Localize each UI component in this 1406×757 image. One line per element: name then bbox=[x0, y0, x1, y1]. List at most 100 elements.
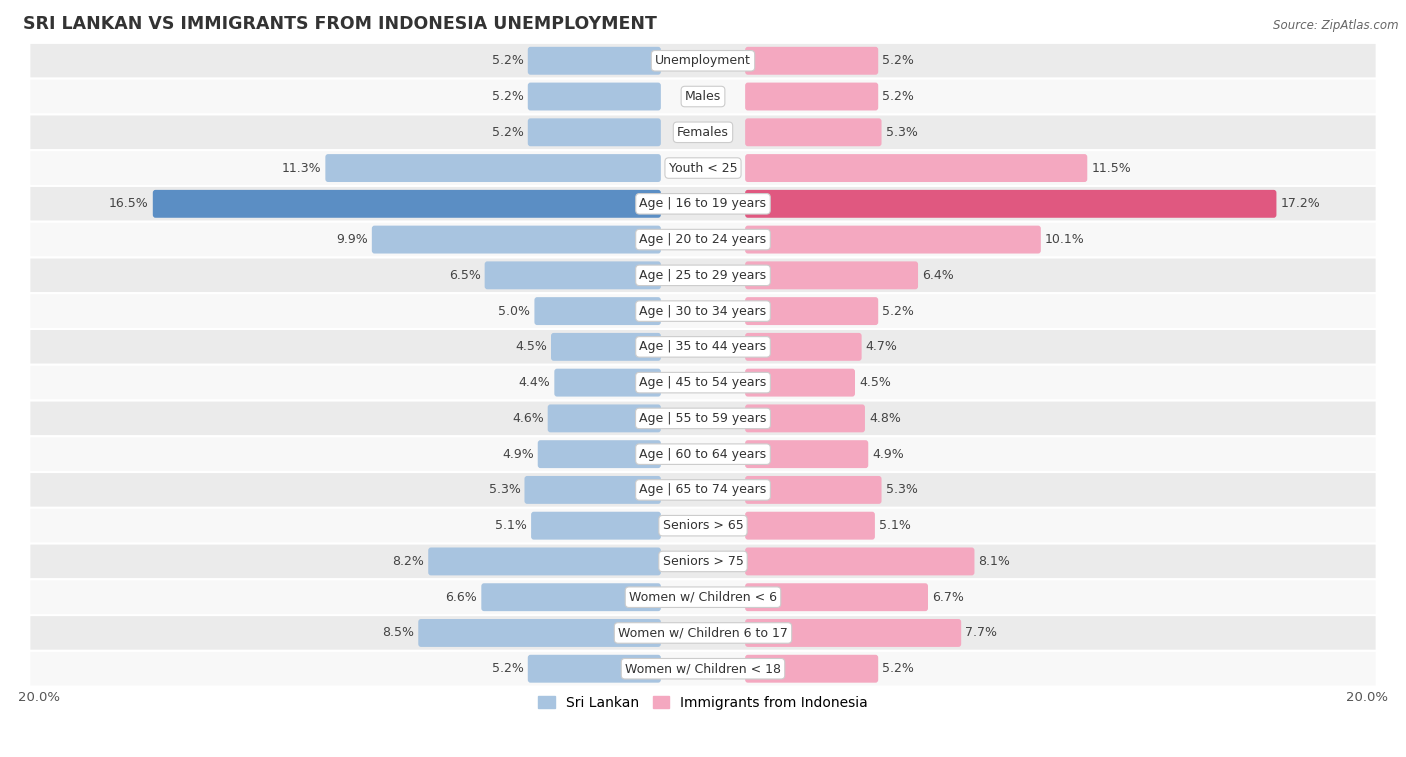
Text: 8.1%: 8.1% bbox=[979, 555, 1011, 568]
Text: Seniors > 75: Seniors > 75 bbox=[662, 555, 744, 568]
FancyBboxPatch shape bbox=[554, 369, 661, 397]
Text: 5.2%: 5.2% bbox=[882, 55, 914, 67]
FancyBboxPatch shape bbox=[30, 43, 1376, 79]
FancyBboxPatch shape bbox=[745, 655, 879, 683]
Text: 5.2%: 5.2% bbox=[492, 90, 524, 103]
Text: 5.2%: 5.2% bbox=[492, 126, 524, 139]
FancyBboxPatch shape bbox=[548, 404, 661, 432]
FancyBboxPatch shape bbox=[30, 651, 1376, 687]
Text: 9.9%: 9.9% bbox=[336, 233, 368, 246]
Text: 5.2%: 5.2% bbox=[882, 662, 914, 675]
FancyBboxPatch shape bbox=[30, 365, 1376, 400]
FancyBboxPatch shape bbox=[745, 369, 855, 397]
Text: Age | 65 to 74 years: Age | 65 to 74 years bbox=[640, 484, 766, 497]
Text: 5.2%: 5.2% bbox=[882, 90, 914, 103]
FancyBboxPatch shape bbox=[30, 186, 1376, 222]
Text: 17.2%: 17.2% bbox=[1281, 198, 1320, 210]
Text: Age | 25 to 29 years: Age | 25 to 29 years bbox=[640, 269, 766, 282]
FancyBboxPatch shape bbox=[537, 441, 661, 468]
Text: 6.4%: 6.4% bbox=[922, 269, 953, 282]
FancyBboxPatch shape bbox=[745, 512, 875, 540]
Text: 4.5%: 4.5% bbox=[859, 376, 891, 389]
FancyBboxPatch shape bbox=[485, 261, 661, 289]
FancyBboxPatch shape bbox=[745, 226, 1040, 254]
Text: Age | 45 to 54 years: Age | 45 to 54 years bbox=[640, 376, 766, 389]
Text: 4.9%: 4.9% bbox=[872, 447, 904, 461]
FancyBboxPatch shape bbox=[30, 150, 1376, 186]
FancyBboxPatch shape bbox=[745, 476, 882, 504]
FancyBboxPatch shape bbox=[527, 118, 661, 146]
FancyBboxPatch shape bbox=[745, 298, 879, 325]
Text: 5.1%: 5.1% bbox=[879, 519, 911, 532]
Text: Source: ZipAtlas.com: Source: ZipAtlas.com bbox=[1274, 19, 1399, 32]
FancyBboxPatch shape bbox=[531, 512, 661, 540]
Text: Age | 55 to 59 years: Age | 55 to 59 years bbox=[640, 412, 766, 425]
FancyBboxPatch shape bbox=[325, 154, 661, 182]
Text: Women w/ Children < 6: Women w/ Children < 6 bbox=[628, 590, 778, 603]
Text: 8.2%: 8.2% bbox=[392, 555, 425, 568]
Text: 4.9%: 4.9% bbox=[502, 447, 534, 461]
Text: Age | 30 to 34 years: Age | 30 to 34 years bbox=[640, 304, 766, 318]
FancyBboxPatch shape bbox=[745, 83, 879, 111]
FancyBboxPatch shape bbox=[429, 547, 661, 575]
FancyBboxPatch shape bbox=[30, 400, 1376, 436]
FancyBboxPatch shape bbox=[745, 619, 962, 647]
Text: Males: Males bbox=[685, 90, 721, 103]
Text: 10.1%: 10.1% bbox=[1045, 233, 1084, 246]
FancyBboxPatch shape bbox=[551, 333, 661, 361]
Text: 4.7%: 4.7% bbox=[866, 341, 897, 354]
FancyBboxPatch shape bbox=[30, 436, 1376, 472]
FancyBboxPatch shape bbox=[153, 190, 661, 218]
FancyBboxPatch shape bbox=[30, 472, 1376, 508]
Text: 5.0%: 5.0% bbox=[499, 304, 530, 318]
Text: Women w/ Children < 18: Women w/ Children < 18 bbox=[626, 662, 780, 675]
FancyBboxPatch shape bbox=[30, 544, 1376, 579]
Text: 5.2%: 5.2% bbox=[882, 304, 914, 318]
Text: Age | 60 to 64 years: Age | 60 to 64 years bbox=[640, 447, 766, 461]
Text: 4.5%: 4.5% bbox=[515, 341, 547, 354]
FancyBboxPatch shape bbox=[30, 114, 1376, 150]
Text: 4.6%: 4.6% bbox=[512, 412, 544, 425]
Text: 5.3%: 5.3% bbox=[886, 484, 917, 497]
Text: Youth < 25: Youth < 25 bbox=[669, 161, 737, 175]
FancyBboxPatch shape bbox=[745, 261, 918, 289]
FancyBboxPatch shape bbox=[745, 47, 879, 75]
Text: 5.2%: 5.2% bbox=[492, 55, 524, 67]
FancyBboxPatch shape bbox=[30, 615, 1376, 651]
Text: SRI LANKAN VS IMMIGRANTS FROM INDONESIA UNEMPLOYMENT: SRI LANKAN VS IMMIGRANTS FROM INDONESIA … bbox=[22, 15, 657, 33]
Text: 5.3%: 5.3% bbox=[886, 126, 917, 139]
Text: 6.7%: 6.7% bbox=[932, 590, 965, 603]
Text: Seniors > 65: Seniors > 65 bbox=[662, 519, 744, 532]
FancyBboxPatch shape bbox=[30, 257, 1376, 293]
FancyBboxPatch shape bbox=[527, 83, 661, 111]
Legend: Sri Lankan, Immigrants from Indonesia: Sri Lankan, Immigrants from Indonesia bbox=[533, 690, 873, 715]
FancyBboxPatch shape bbox=[745, 441, 869, 468]
FancyBboxPatch shape bbox=[30, 579, 1376, 615]
Text: 8.5%: 8.5% bbox=[382, 627, 415, 640]
Text: 7.7%: 7.7% bbox=[965, 627, 997, 640]
FancyBboxPatch shape bbox=[30, 508, 1376, 544]
Text: 5.3%: 5.3% bbox=[489, 484, 520, 497]
FancyBboxPatch shape bbox=[30, 329, 1376, 365]
Text: 11.5%: 11.5% bbox=[1091, 161, 1130, 175]
FancyBboxPatch shape bbox=[745, 118, 882, 146]
Text: Age | 16 to 19 years: Age | 16 to 19 years bbox=[640, 198, 766, 210]
FancyBboxPatch shape bbox=[371, 226, 661, 254]
Text: 16.5%: 16.5% bbox=[110, 198, 149, 210]
Text: 6.5%: 6.5% bbox=[449, 269, 481, 282]
Text: 5.2%: 5.2% bbox=[492, 662, 524, 675]
Text: 4.8%: 4.8% bbox=[869, 412, 901, 425]
Text: Age | 20 to 24 years: Age | 20 to 24 years bbox=[640, 233, 766, 246]
FancyBboxPatch shape bbox=[745, 190, 1277, 218]
Text: Age | 35 to 44 years: Age | 35 to 44 years bbox=[640, 341, 766, 354]
Text: 6.6%: 6.6% bbox=[446, 590, 478, 603]
FancyBboxPatch shape bbox=[527, 47, 661, 75]
FancyBboxPatch shape bbox=[481, 583, 661, 611]
FancyBboxPatch shape bbox=[534, 298, 661, 325]
FancyBboxPatch shape bbox=[524, 476, 661, 504]
FancyBboxPatch shape bbox=[745, 547, 974, 575]
Text: 4.4%: 4.4% bbox=[519, 376, 550, 389]
Text: 11.3%: 11.3% bbox=[281, 161, 322, 175]
FancyBboxPatch shape bbox=[418, 619, 661, 647]
FancyBboxPatch shape bbox=[745, 404, 865, 432]
